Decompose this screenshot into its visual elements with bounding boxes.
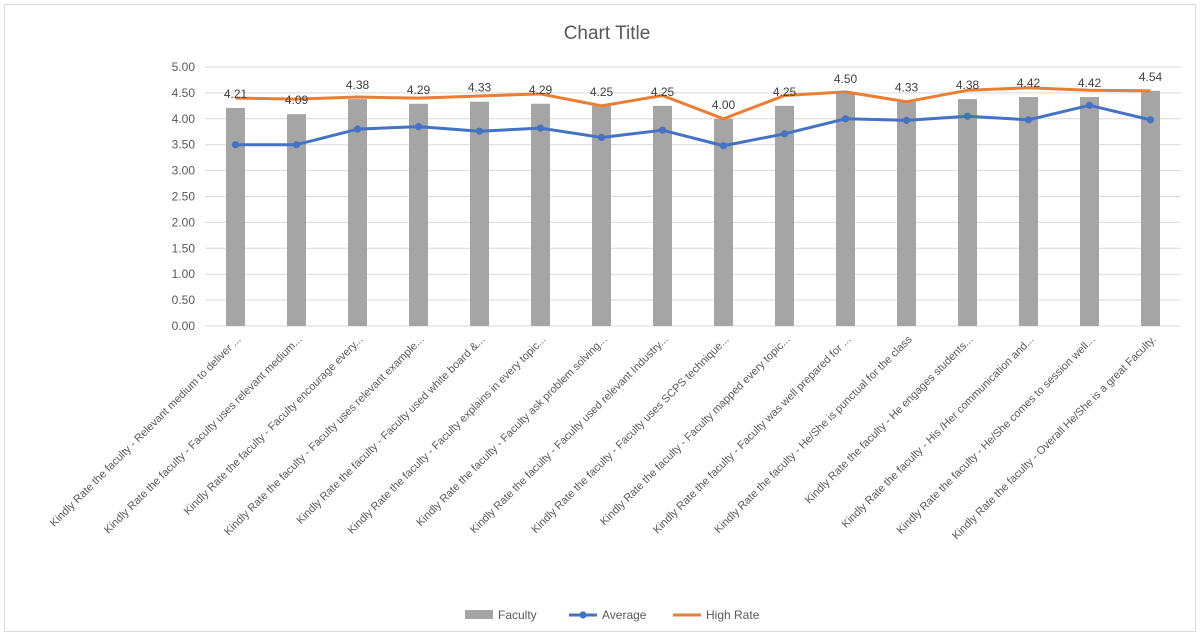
chart-frame: Chart Title 0.00 0.50 1.00 1.50 2.00 2.50 3.00… [4, 4, 1196, 632]
average-point [780, 130, 789, 138]
average-point [902, 116, 911, 124]
x-category-label: Kindly Rate the faculty - He/She is punc… [712, 333, 915, 536]
faculty-data-label: 4.00 [712, 98, 736, 112]
high-rate-line [235, 86, 1151, 121]
x-category-label: Kindly Rate the faculty - He/She comes t… [895, 334, 1098, 537]
faculty-bar [958, 99, 977, 326]
average-point [1024, 116, 1033, 124]
faculty-data-label: 4.25 [773, 85, 797, 99]
y-tick-label: 2.50 [172, 190, 196, 204]
legend-label-faculty: Faculty [498, 608, 537, 622]
average-point [841, 115, 850, 123]
y-tick-label: 4.00 [172, 112, 196, 126]
y-tick-label: 0.50 [172, 293, 196, 307]
legend-label-high-rate: High Rate [706, 608, 760, 622]
faculty-bar [714, 118, 733, 326]
y-tick-label: 1.00 [172, 267, 196, 281]
faculty-bar [1141, 90, 1160, 326]
faculty-bar [348, 99, 367, 326]
faculty-bar [775, 105, 794, 326]
average-point [475, 127, 484, 135]
faculty-bar [470, 101, 489, 327]
y-tick-label: 3.00 [172, 164, 196, 178]
faculty-data-label: 4.50 [834, 72, 858, 86]
y-tick-label: 3.50 [172, 138, 196, 152]
y-tick-label: 0.00 [172, 319, 196, 333]
y-tick-label: 1.50 [172, 241, 196, 255]
average-point [1085, 101, 1094, 109]
average-point [353, 125, 362, 133]
faculty-bar [531, 103, 550, 326]
line-series [231, 86, 1155, 150]
x-category-label: Kindly Rate the faculty - Overall He/She… [950, 334, 1159, 543]
faculty-data-label: 4.29 [407, 83, 431, 97]
faculty-bar [592, 105, 611, 326]
average-point [231, 141, 240, 149]
faculty-bar [1019, 97, 1038, 326]
faculty-data-label: 4.25 [651, 85, 675, 99]
average-point [536, 124, 545, 132]
bar-series-faculty [226, 90, 1160, 327]
faculty-data-label: 4.42 [1078, 76, 1102, 90]
x-category-label: Kindly Rate the faculty - Faculty was we… [651, 334, 854, 537]
legend-label-average: Average [602, 608, 647, 622]
faculty-data-label: 4.54 [1139, 70, 1163, 84]
average-point [658, 126, 667, 134]
faculty-data-label: 4.21 [224, 87, 248, 101]
x-category-label: Kindly Rate the faculty - Faculty explai… [346, 334, 549, 537]
faculty-data-label: 4.38 [346, 78, 370, 92]
faculty-bar [897, 101, 916, 327]
grid-layer [205, 66, 1181, 327]
faculty-bar [287, 114, 306, 326]
chart-title: Chart Title [564, 23, 651, 44]
legend-swatch-faculty [465, 610, 493, 619]
faculty-bar [226, 107, 245, 326]
x-axis-category-labels: Kindly Rate the faculty - Relevant mediu… [48, 333, 1159, 542]
average-point [719, 142, 728, 150]
chart-svg: Chart Title 0.00 0.50 1.00 1.50 2.00 2.50 3.00… [48, 23, 1181, 622]
faculty-data-label: 4.38 [956, 78, 980, 92]
faculty-data-label: 4.33 [468, 81, 492, 95]
average-line [235, 103, 1151, 148]
faculty-data-label: 4.29 [529, 83, 553, 97]
legend-marker-average [579, 611, 587, 619]
data-labels: 4.21 4.09 4.38 4.29 4.33 4.29 4.25 4.25 4.00 4.25… [224, 70, 1163, 112]
y-tick-label: 4.50 [172, 86, 196, 100]
average-point [963, 112, 972, 120]
faculty-bar [1080, 97, 1099, 326]
average-point [1146, 116, 1155, 124]
legend: Faculty Average High Rate [465, 608, 760, 622]
faculty-data-label: 4.09 [285, 93, 309, 107]
average-point [292, 141, 301, 149]
faculty-data-label: 4.42 [1017, 76, 1041, 90]
faculty-data-label: 4.25 [590, 85, 614, 99]
faculty-bar [653, 105, 672, 326]
average-point [414, 122, 423, 131]
faculty-data-label: 4.33 [895, 81, 919, 95]
y-tick-label: 2.00 [172, 215, 196, 229]
faculty-bar [409, 103, 428, 326]
faculty-bar [836, 92, 855, 327]
average-point [597, 133, 606, 142]
y-axis-tick-labels: 0.00 0.50 1.00 1.50 2.00 2.50 3.00 3.50 4.00 4.50… [172, 60, 196, 333]
x-category-label: Kindly Rate the faculty - Faculty uses r… [102, 334, 305, 537]
y-tick-label: 5.00 [172, 60, 196, 74]
x-category-label: Kindly Rate the faculty - Faculty uses r… [222, 334, 426, 538]
